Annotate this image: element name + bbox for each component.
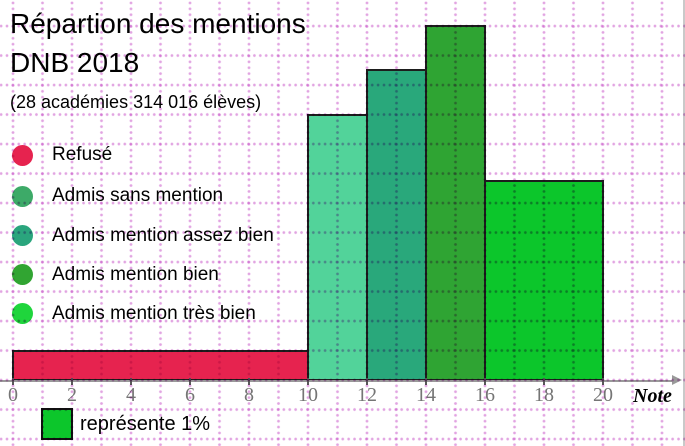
x-axis-tick-label-16: 16: [475, 384, 495, 406]
legend-label: Admis mention assez bien: [52, 224, 274, 246]
legend-swatch-admis-mention-tres-bien: [12, 303, 33, 324]
x-axis-tick-label-18: 18: [534, 384, 554, 406]
legend-item-admis-mention-bien: Admis mention bien: [12, 262, 219, 288]
chart-title-line2: DNB 2018: [10, 47, 140, 78]
x-axis-tick-label-14: 14: [416, 384, 436, 406]
bar-admis-sans-mention: [307, 113, 368, 381]
x-axis-tick-label-2: 2: [67, 384, 77, 406]
bar-admis-mention-tres-bien: [484, 179, 604, 381]
bar-admis-mention-assez-bien: [366, 69, 427, 381]
legend-swatch-refuse: [12, 144, 33, 166]
x-axis-tick-label-12: 12: [357, 384, 377, 406]
x-axis-title: Note: [633, 385, 672, 407]
chart-title-line1: Répartion des mentions: [10, 8, 306, 39]
legend-swatch-admis-sans-mention: [12, 185, 33, 207]
x-axis-arrow-icon: [672, 375, 682, 385]
x-axis-tick-label-0: 0: [8, 384, 18, 406]
scale-legend-label: représente 1%: [80, 412, 211, 435]
bar-refuse: [12, 349, 309, 381]
legend-item-refuse: Refusé: [12, 142, 112, 168]
legend-label: Admis sans mention: [52, 185, 224, 206]
x-axis-tick-label-6: 6: [185, 384, 195, 406]
legend-item-admis-mention-tres-bien: Admis mention très bien: [12, 301, 256, 327]
legend-swatch-admis-mention-bien: [12, 264, 33, 285]
legend-label: Admis mention très bien: [52, 302, 256, 324]
legend-item-admis-sans-mention: Admis sans mention: [12, 183, 223, 209]
scale-swatch: [41, 408, 73, 440]
x-axis-tick-label-8: 8: [244, 384, 254, 406]
scale-legend: représente 1%: [41, 408, 210, 440]
legend-item-admis-mention-assez-bien: Admis mention assez bien: [12, 223, 274, 249]
legend-swatch-admis-mention-assez-bien: [12, 225, 33, 246]
legend-label: Admis mention bien: [52, 263, 219, 285]
x-axis-tick-label-10: 10: [298, 384, 318, 406]
x-axis-tick-label-4: 4: [126, 384, 136, 406]
legend-label: Refusé: [52, 144, 113, 165]
chart-title: Répartion des mentions DNB 2018: [10, 4, 306, 82]
x-axis-tick-label-20: 20: [593, 384, 613, 406]
x-axis-line: [0, 380, 676, 382]
chart-subtitle: (28 académies 314 016 élèves): [10, 92, 262, 112]
bar-admis-mention-bien: [425, 25, 486, 381]
